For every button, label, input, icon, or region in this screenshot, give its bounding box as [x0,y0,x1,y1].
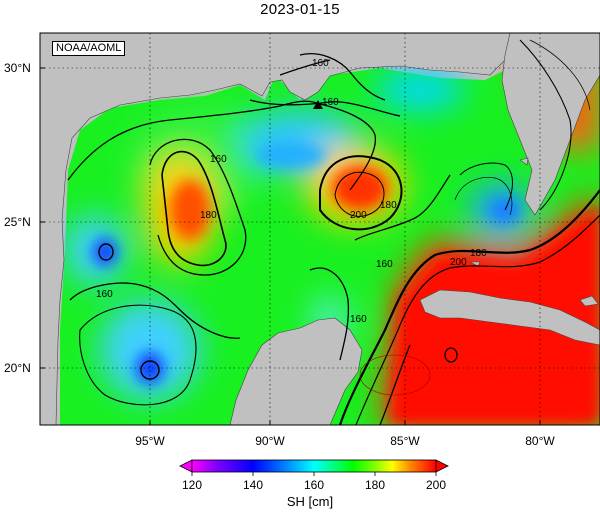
contour-label: 160 [312,58,329,69]
contour-lines [67,39,600,425]
coastline-land [40,33,600,425]
colorbar-tick-label: 200 [426,478,446,492]
colorbar: 120 140 160 180 200 [179,459,449,492]
contour-label: 180 [380,200,397,211]
map-frame [39,32,600,426]
map-title: 2023-01-15 [260,1,340,18]
contour-label: 200 [350,210,367,221]
contour-label-group: 160 160 160 160 160 160 180 180 200 180 … [96,58,487,325]
lat-tick-label: 25°N [4,215,31,229]
colorbar-tick-label: 120 [182,478,202,492]
lat-tick-label: 20°N [4,361,31,375]
axis-ticks [40,67,541,425]
colorbar-min-arrow [179,459,193,473]
map-graticule [40,33,600,425]
contour-label: 180 [200,210,217,221]
lat-tick-label: 30°N [4,61,31,75]
colorbar-tick-label: 180 [365,478,385,492]
colorbar-gradient [191,459,437,473]
contour-label: 160 [350,314,367,325]
colorbar-title: SH [cm] [286,494,334,509]
colorbar-tick-label: 140 [243,478,263,492]
lon-tick-label: 95°W [135,434,165,448]
buoy-triangle-icon [313,100,323,109]
contour-label: 160 [322,97,339,108]
contour-label: 200 [450,257,467,268]
contour-label: 160 [376,259,393,270]
colorbar-tick-label: 160 [304,478,324,492]
contour-label: 160 [96,289,113,300]
attribution-label: NOAA/AOML [52,41,126,56]
contour-label: 180 [470,248,487,259]
colorbar-max-arrow [435,459,449,473]
lon-tick-label: 80°W [525,434,555,448]
lon-tick-label: 85°W [390,434,420,448]
contour-label: 160 [210,154,227,165]
lon-tick-label: 90°W [255,434,285,448]
